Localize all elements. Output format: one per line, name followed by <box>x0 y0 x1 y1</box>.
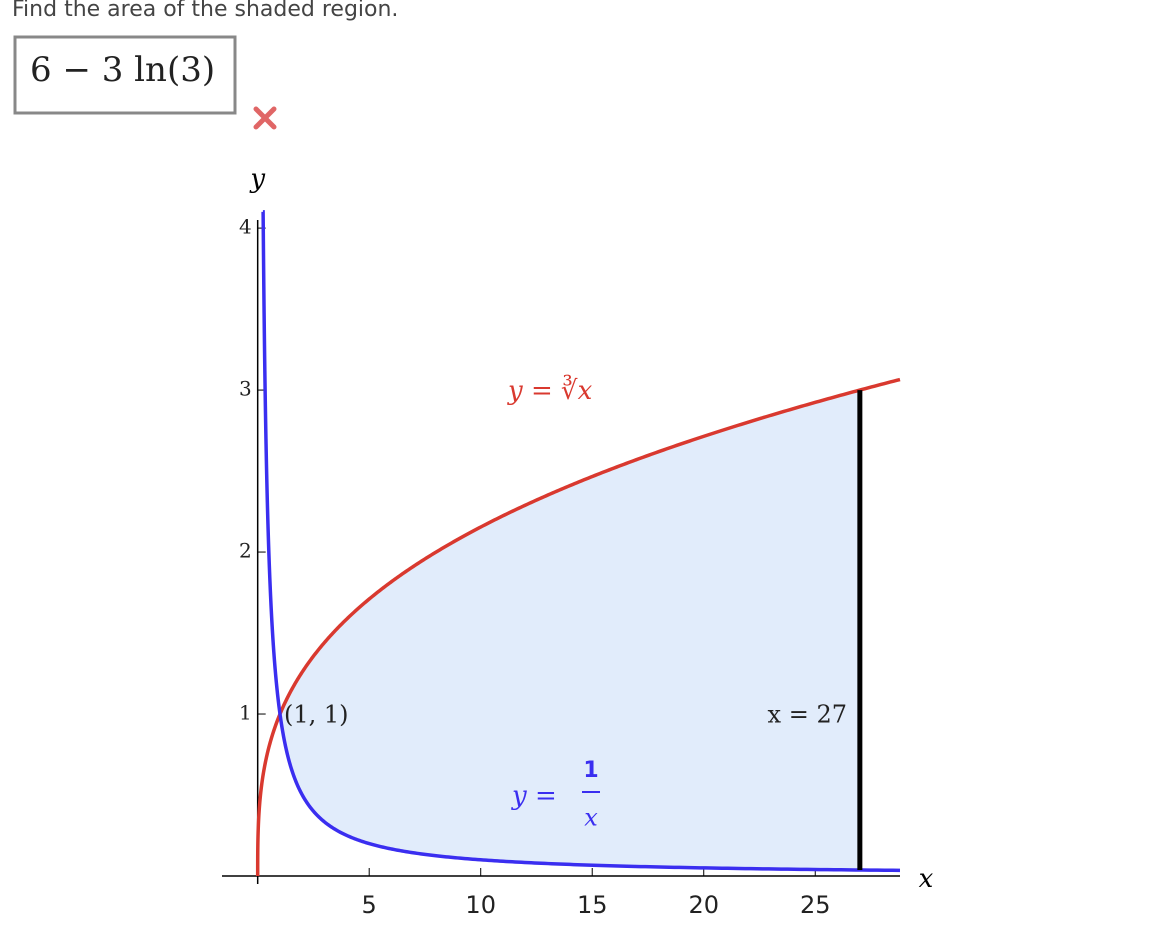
x-tick-label: 20 <box>688 891 719 919</box>
y-tick-label: 1 <box>239 701 252 725</box>
wrong-mark <box>253 106 277 130</box>
answer-box[interactable] <box>13 35 237 115</box>
plot: 5 10 15 20 25 1 2 3 4 x y y = ∛x y = 1 x (1, 1) x = 27 <box>222 164 934 919</box>
reciprocal-curve <box>261 210 901 873</box>
question: Find the area of the shaded region. <box>12 0 398 22</box>
reciprocal-label-denominator: x <box>584 804 598 832</box>
x-tick-label: 15 <box>577 891 608 919</box>
answer: 6 − 3 ln(3) <box>30 50 215 90</box>
reciprocal-label-numerator: 1 <box>583 758 598 783</box>
x-axis-label: x <box>919 864 934 894</box>
y-tick-label: 4 <box>239 215 252 239</box>
y-axis-label: y <box>249 164 265 194</box>
point-label: (1, 1) <box>284 701 349 729</box>
x-tick-label: 5 <box>362 891 377 919</box>
y-tick-label: 2 <box>239 539 252 563</box>
x-tick-label: 10 <box>465 891 496 919</box>
y-tick-label: 3 <box>239 377 252 401</box>
reciprocal-label-lhs: y = <box>511 781 557 811</box>
line-label: x = 27 <box>768 701 847 729</box>
cube-root-curve <box>255 377 901 877</box>
shaded-region <box>279 390 860 871</box>
cube-root-label: y = ∛x <box>507 374 593 406</box>
x-tick-label: 25 <box>800 891 831 919</box>
